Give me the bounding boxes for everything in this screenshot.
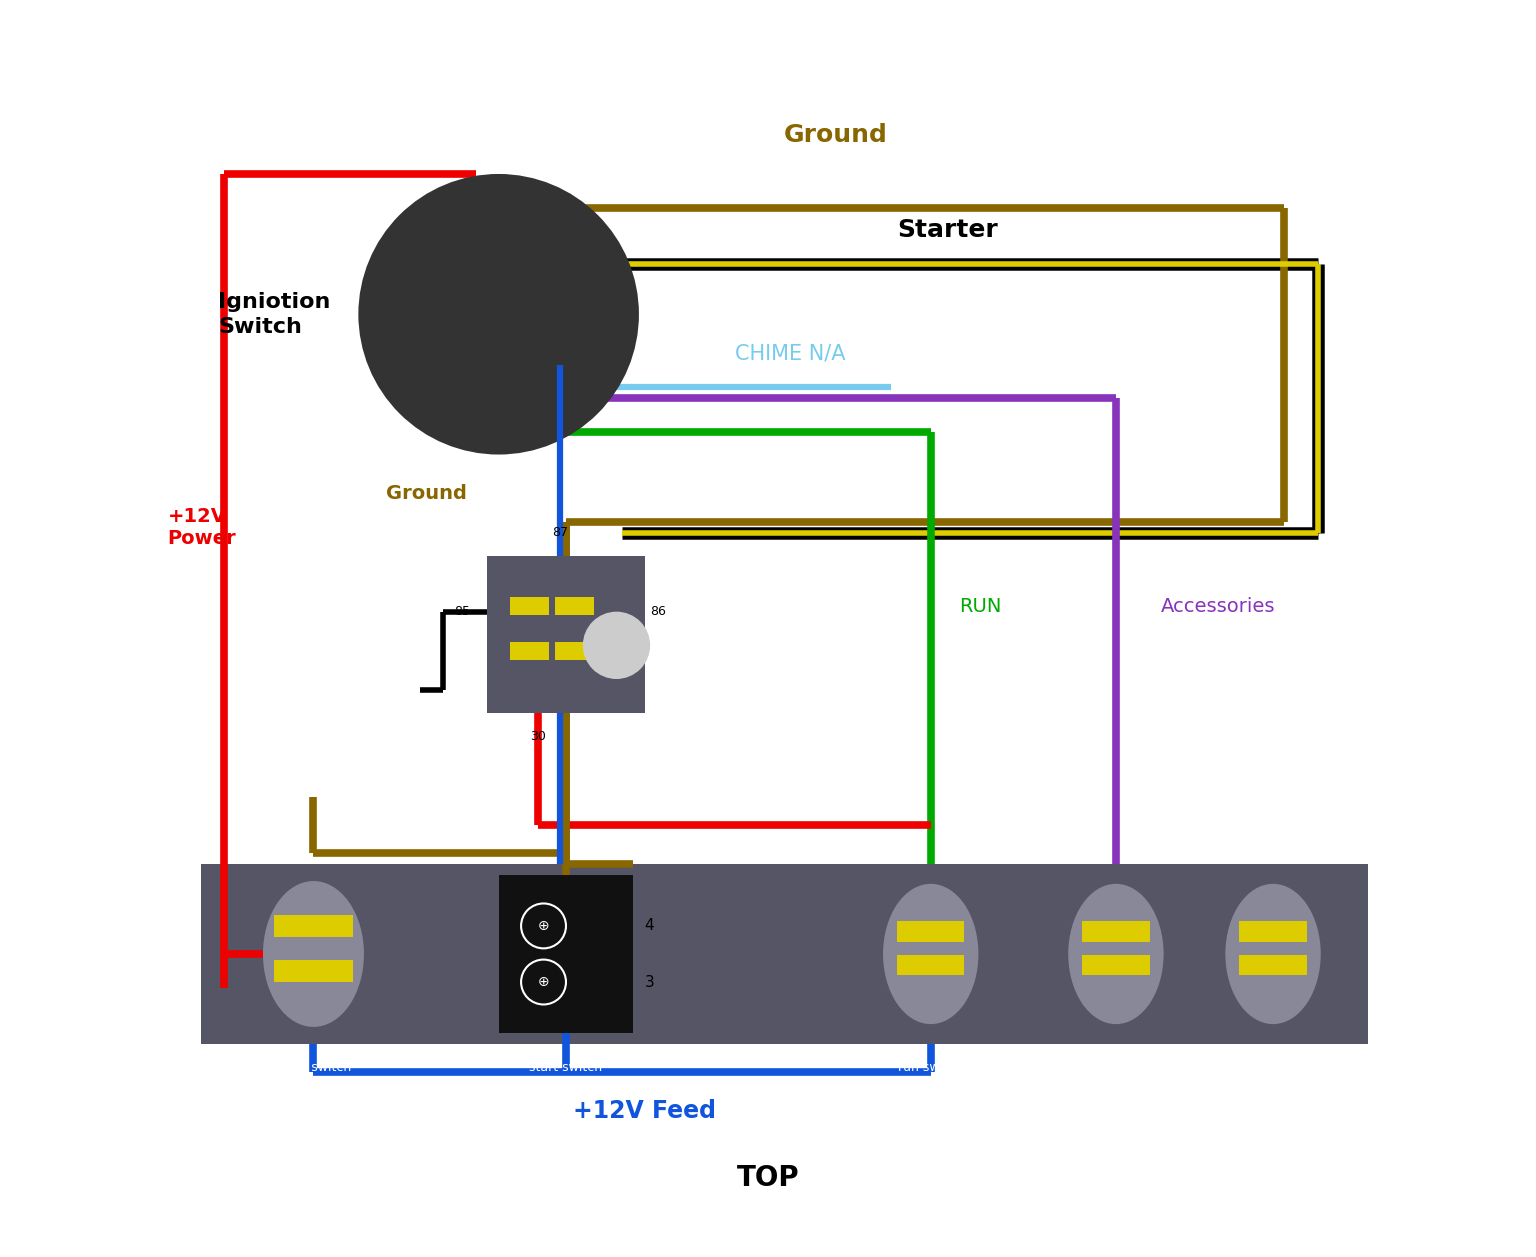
Bar bbox=[1083, 955, 1149, 975]
Bar bbox=[510, 597, 550, 615]
Bar bbox=[554, 597, 594, 615]
Text: TOP: TOP bbox=[737, 1164, 799, 1193]
Text: Igniotion
Switch: Igniotion Switch bbox=[218, 292, 330, 337]
Bar bbox=[275, 915, 353, 938]
Text: Accessories: Accessories bbox=[1161, 597, 1275, 616]
Bar bbox=[1240, 955, 1307, 975]
Text: start switch: start switch bbox=[530, 1061, 602, 1073]
Ellipse shape bbox=[1068, 884, 1164, 1024]
Text: +12V Feed: +12V Feed bbox=[573, 1099, 716, 1123]
Ellipse shape bbox=[883, 884, 978, 1024]
Text: 86: 86 bbox=[650, 605, 667, 618]
Circle shape bbox=[582, 612, 650, 679]
Ellipse shape bbox=[1226, 884, 1321, 1024]
Circle shape bbox=[358, 173, 639, 455]
Ellipse shape bbox=[263, 881, 364, 1027]
Text: Starter: Starter bbox=[897, 217, 998, 243]
Bar bbox=[554, 642, 594, 660]
Bar bbox=[897, 955, 965, 975]
Text: 30: 30 bbox=[530, 729, 545, 743]
Text: 4: 4 bbox=[645, 919, 654, 934]
Text: Ground: Ground bbox=[387, 484, 467, 503]
Text: acc switch: acc switch bbox=[1083, 1061, 1149, 1073]
Bar bbox=[275, 959, 353, 982]
Text: 87: 87 bbox=[553, 525, 568, 539]
Text: run switch: run switch bbox=[899, 1061, 963, 1073]
Text: ⊕: ⊕ bbox=[538, 975, 550, 989]
Bar bbox=[201, 865, 1369, 1043]
Text: 85: 85 bbox=[455, 605, 470, 618]
Text: +12V
Power: +12V Power bbox=[167, 507, 237, 548]
Bar bbox=[487, 556, 645, 713]
Text: ⊕: ⊕ bbox=[538, 919, 550, 933]
Bar bbox=[897, 921, 965, 941]
Text: main switch: main switch bbox=[276, 1061, 352, 1073]
Text: Ground: Ground bbox=[783, 123, 888, 147]
Text: CHIME N/A: CHIME N/A bbox=[736, 343, 846, 363]
Text: RUN: RUN bbox=[958, 597, 1001, 616]
Bar bbox=[1083, 921, 1149, 941]
Bar bbox=[499, 875, 633, 1032]
Text: not used: not used bbox=[1246, 1061, 1301, 1073]
Text: 3: 3 bbox=[645, 974, 654, 989]
Bar bbox=[1240, 921, 1307, 941]
Bar bbox=[510, 642, 550, 660]
